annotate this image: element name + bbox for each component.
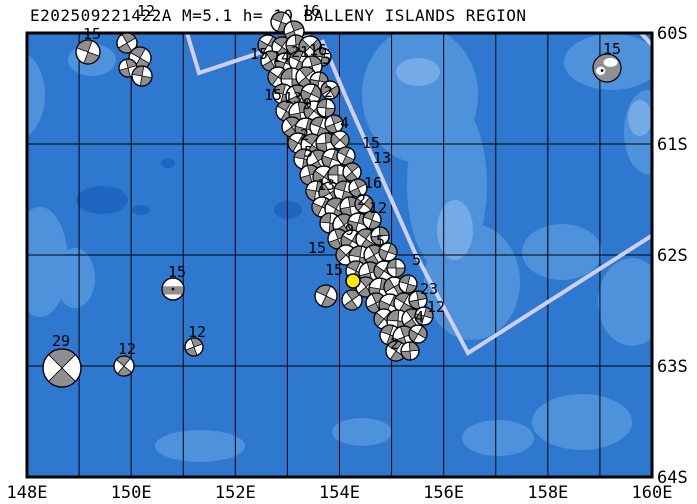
depth-label: 16 (309, 41, 327, 59)
beachball (184, 337, 204, 357)
depth-label: 12 (427, 298, 445, 316)
depth-label: 15 (250, 45, 268, 63)
bathymetry-blob (132, 205, 150, 215)
beachball (316, 98, 336, 118)
beachball (386, 258, 406, 278)
beachball (408, 324, 428, 344)
depth-label: 12 (137, 2, 155, 20)
depth-label: 9 (345, 221, 354, 239)
depth-label: 15 (83, 25, 101, 43)
depth-label: 2 (324, 83, 333, 101)
epicenter-dot (345, 273, 361, 289)
depth-label: 5 (412, 251, 421, 269)
depth-label: 14 (272, 48, 290, 66)
depth-label: 15 (308, 239, 326, 257)
lon-axis-label: 158E (527, 483, 568, 503)
beachball (42, 348, 82, 388)
depth-label: 5 (322, 50, 331, 68)
beachball (161, 277, 185, 301)
beachball (324, 114, 344, 134)
depth-label: 23 (420, 280, 438, 298)
bathymetry-blob (76, 186, 128, 214)
depth-label: 2 (390, 335, 399, 353)
depth-label: 15 (362, 134, 380, 152)
bathymetry-blob (462, 420, 534, 456)
bathymetry-blob (628, 100, 652, 136)
lat-axis-label: 63S (657, 357, 688, 377)
depth-label: 21 (291, 43, 309, 61)
depth-label: 15 (168, 263, 186, 281)
beachball (131, 65, 153, 87)
lat-axis-label: 60S (657, 24, 688, 44)
bathymetry-blob (274, 201, 302, 219)
depth-label: 2 (300, 126, 309, 144)
beachball (354, 194, 374, 214)
depth-label: 9 (303, 95, 312, 113)
depth-label: 16 (364, 174, 382, 192)
beachball (408, 290, 428, 310)
beachball (414, 306, 434, 326)
depth-label: 29 (52, 332, 70, 350)
beachball (370, 226, 390, 246)
beachball (116, 32, 138, 54)
depth-label: 5 (376, 232, 385, 250)
bathymetry-blob (155, 430, 245, 462)
beachball (398, 274, 418, 294)
beachball (378, 242, 398, 262)
lon-axis-label: 148E (7, 483, 48, 503)
depth-label: 16 (302, 2, 320, 20)
lon-axis-label: 156E (423, 483, 464, 503)
lon-axis-label: 160E (632, 483, 673, 503)
beachball (113, 355, 135, 377)
depth-label: 12 (369, 199, 387, 217)
depth-label: 12 (118, 340, 136, 358)
bathymetry-blob (522, 224, 602, 280)
beachball (400, 341, 420, 361)
lon-axis-label: 152E (215, 483, 256, 503)
depth-label: 12 (188, 323, 206, 341)
lon-axis-label: 150E (111, 483, 152, 503)
bathymetry-blob (161, 158, 175, 168)
bathymetry-patches (27, 33, 652, 462)
lon-axis-label: 154E (319, 483, 360, 503)
depth-label: 13 (373, 149, 391, 167)
epicenter-marker (345, 273, 361, 289)
depth-label: 2 (357, 191, 366, 209)
beachball (341, 289, 363, 311)
depth-label: 5 (304, 143, 313, 161)
depth-label: 15 (264, 86, 282, 104)
depth-label: 4 (415, 308, 424, 326)
depth-label: 13 (284, 89, 302, 107)
beachball (330, 130, 350, 150)
depth-label: 15 (603, 40, 621, 58)
bathymetry-blob (55, 248, 95, 308)
lat-axis-label: 64S (657, 468, 688, 488)
bathymetry-blob (532, 394, 632, 450)
axis-tick-labels: 148E 150E 152E 154E 156E 158E 160E 60S 61S 62S 63S… (7, 24, 688, 503)
plate-boundary-line (320, 39, 652, 356)
bathymetry-blob (437, 200, 473, 260)
lat-axis-label: 62S (657, 246, 688, 266)
depth-label: 4 (340, 114, 349, 132)
beachball (592, 53, 622, 83)
focal-mechanism-beachballs (42, 11, 622, 388)
beachball (314, 284, 338, 308)
beachball (75, 39, 101, 65)
bathymetry-blob (332, 418, 392, 446)
beachball (300, 83, 322, 105)
depth-label: 13 (317, 176, 335, 194)
beachball (320, 80, 340, 100)
bathymetry-blob (27, 53, 45, 137)
map-frame (25, 31, 654, 479)
bathymetry-blob (598, 258, 652, 346)
depth-label: 15 (325, 261, 343, 279)
lat-axis-label: 61S (657, 135, 688, 155)
beachball (348, 178, 368, 198)
bathymetry-blob (396, 58, 440, 86)
